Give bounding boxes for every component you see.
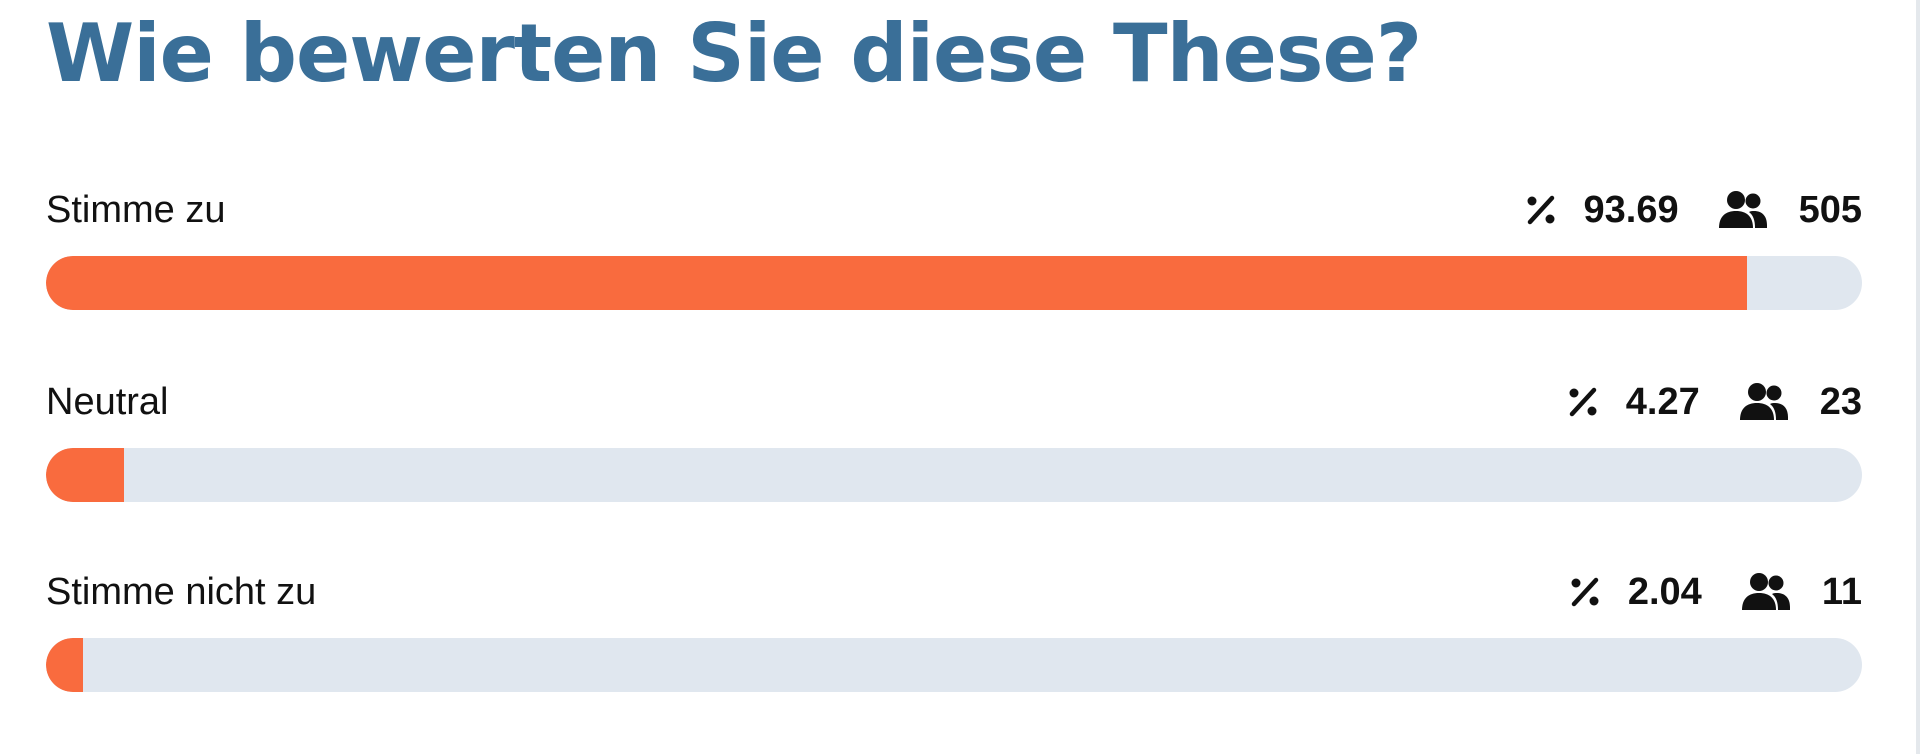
users-icon [1741,573,1790,610]
poll-title: Wie bewerten Sie diese These? [46,7,1422,100]
option-vote-count: 11 [1821,571,1862,613]
poll-option: Stimme nicht zu 2.04 11 [46,570,1862,692]
poll-option-header: Stimme nicht zu 2.04 11 [46,570,1862,622]
percent-icon [1569,387,1597,417]
option-vote-count: 505 [1798,189,1862,231]
option-label: Stimme zu [46,189,226,231]
users-icon [1739,383,1788,420]
poll-results: Wie bewerten Sie diese These? Stimme zu … [46,0,1862,692]
option-bar-fill [46,256,1748,310]
option-bar-fill [46,638,84,692]
poll-option: Neutral 4.27 23 [46,380,1862,502]
option-bar-fill [46,448,124,502]
users-icon [1718,191,1767,228]
option-label: Stimme nicht zu [46,571,317,613]
percent-icon [1527,195,1554,225]
option-percent: 93.69 [1583,189,1679,231]
option-stats: 2.04 11 [1568,570,1862,614]
option-percent: 2.04 [1627,571,1702,613]
poll-option-header: Neutral 4.27 23 [46,380,1862,432]
option-stats: 93.69 505 [1524,188,1862,232]
option-bar-track [46,256,1862,310]
option-vote-count: 23 [1819,381,1862,423]
option-stats: 4.27 23 [1566,380,1862,424]
option-percent: 4.27 [1625,381,1700,423]
page-edge-divider [1916,0,1920,754]
percent-icon [1571,577,1599,607]
poll-option: Stimme zu 93.69 505 [46,188,1862,310]
option-bar-track [46,448,1862,502]
option-label: Neutral [46,381,169,423]
poll-option-header: Stimme zu 93.69 505 [46,188,1862,240]
option-bar-track [46,638,1862,692]
